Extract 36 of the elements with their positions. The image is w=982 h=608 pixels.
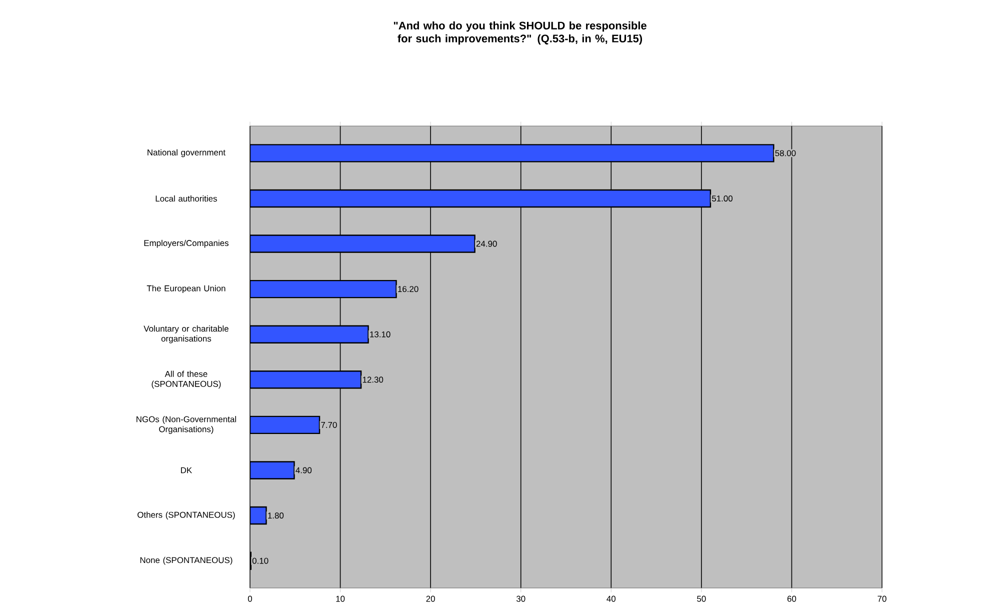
y-tick-label: Employers/Companies [144, 240, 228, 248]
y-tick-label: National government [148, 149, 226, 158]
data-label: 1.80 [268, 512, 284, 519]
y-tick-label: All of these (SPONTANEOUS) [152, 370, 221, 389]
y-tick-label: DK [181, 467, 192, 474]
data-label: 0.10 [252, 558, 268, 564]
x-tick-label: 30 [516, 596, 526, 602]
y-tick-label: None (SPONTANEOUS) [140, 556, 232, 565]
bar [250, 370, 362, 389]
data-label: 58.00 [775, 150, 796, 156]
bar [250, 234, 476, 253]
bar [250, 325, 369, 344]
y-tick-label: Voluntary or charitable organisations [144, 325, 228, 344]
x-tick-label: 0 [248, 596, 252, 602]
y-tick-label: Local authorities [156, 195, 217, 202]
x-tick-label: 10 [336, 596, 345, 602]
x-tick-label: 70 [878, 596, 886, 602]
data-label: 24.90 [476, 240, 497, 247]
data-label: 7.70 [321, 422, 337, 428]
data-label: 16.20 [398, 286, 418, 292]
data-label: 51.00 [712, 195, 733, 202]
chart-title: "And who do you think SHOULD be responsible for such improvements?" (Q.53-b, in %, EU15) [394, 21, 646, 45]
bar [250, 189, 712, 208]
data-label: 12.30 [362, 376, 384, 383]
y-tick-label: NGOs (Non-Governmental Organisations) [136, 416, 236, 434]
bar [250, 416, 320, 434]
y-tick-label: The European Union [146, 285, 226, 294]
bar [250, 144, 774, 162]
bar [250, 280, 397, 298]
x-tick-label: 50 [697, 596, 706, 602]
x-tick-label: 60 [787, 596, 796, 602]
y-tick-label: Others (SPONTANEOUS) [138, 512, 235, 520]
data-label: 4.90 [296, 467, 312, 474]
x-tick-label: 20 [426, 596, 435, 602]
data-label: 13.10 [370, 331, 390, 338]
x-tick-label: 40 [606, 596, 616, 602]
